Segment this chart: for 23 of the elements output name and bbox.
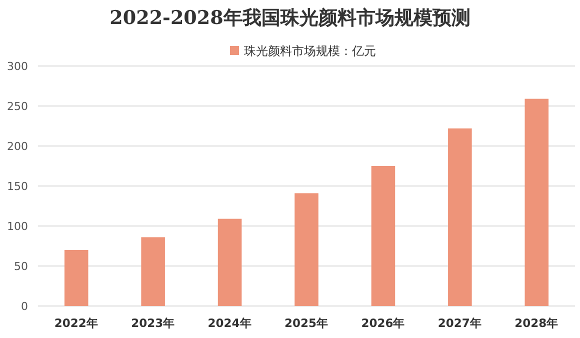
y-tick-label: 150 (7, 180, 28, 193)
y-tick-label: 0 (21, 300, 28, 313)
y-tick-label: 50 (14, 260, 28, 273)
y-tick-label: 200 (7, 140, 28, 153)
x-tick-label: 2027年 (438, 316, 482, 330)
bar (448, 128, 472, 306)
legend-label: 珠光颜料市场规模：亿元 (244, 44, 376, 58)
chart-title: 2022-2028年我国珠光颜料市场规模预测 (110, 7, 470, 29)
bar (141, 237, 165, 306)
bar (218, 218, 242, 306)
x-tick-label: 2023年 (131, 316, 176, 330)
x-tick-label: 2026年 (361, 316, 406, 330)
y-tick-label: 250 (7, 100, 28, 113)
x-tick-label: 2024年 (208, 316, 252, 330)
x-tick-label: 2025年 (284, 316, 329, 330)
y-tick-label: 100 (7, 220, 28, 233)
y-tick-label: 300 (7, 60, 28, 73)
bar (294, 193, 318, 306)
x-tick-label: 2028年 (514, 316, 559, 330)
bar (371, 166, 396, 306)
x-tick-label: 2022年 (54, 316, 98, 330)
bar (64, 250, 88, 306)
bar (524, 98, 549, 306)
